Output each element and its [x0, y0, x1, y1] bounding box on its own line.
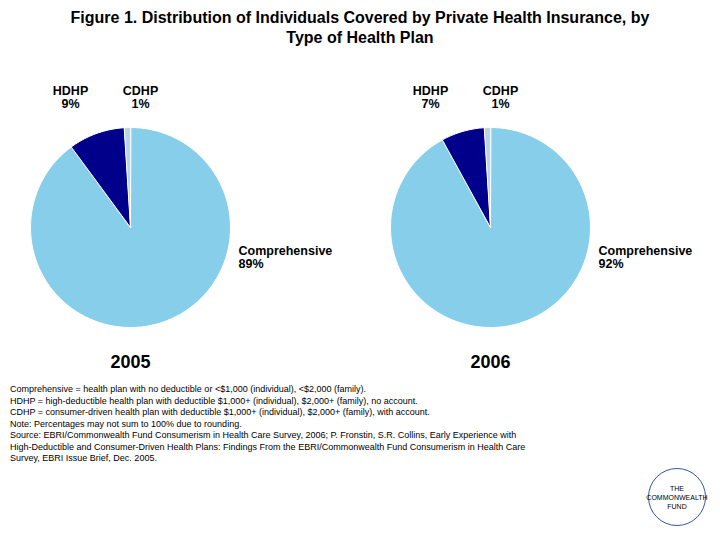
svg-text:2006: 2006 [470, 352, 510, 372]
svg-text:Comprehensive92%: Comprehensive92% [599, 244, 693, 271]
html-text:Source: EBRI/Commonwealth Fund: Source: EBRI/Commonwealth Fund Consumeri… [10, 430, 517, 440]
svg-text:CDHP1%: CDHP1% [483, 84, 518, 111]
html-text:High-Deductible and Consumer-D: High-Deductible and Consumer-Driven Heal… [10, 441, 526, 452]
html-text:Comprehensive = health plan wi: Comprehensive = health plan with no dedu… [10, 384, 366, 394]
html-text:THE COMMONWEALTH FUND: THE COMMONWEALTH FUND [646, 484, 708, 510]
svg-text:HDHP7%: HDHP7% [413, 84, 448, 111]
html-text:HDHP = high-deductible health: HDHP = high-deductible health plan with … [10, 395, 418, 406]
svg-text:HDHP9%: HDHP9% [53, 84, 88, 111]
svg-text:CDHP1%: CDHP1% [123, 84, 158, 111]
svg-text:Comprehensive89%: Comprehensive89% [239, 244, 333, 271]
html-text:Survey, EBRI Issue Brief, Dec.: Survey, EBRI Issue Brief, Dec. 2005. [10, 453, 157, 463]
html-text:Note: Percentages may not sum: Note: Percentages may not sum to 100% du… [10, 418, 242, 429]
html-text:CDHP = consumer-driven health: CDHP = consumer-driven health plan with … [10, 407, 430, 417]
html-text:Figure 1. Distribution of Indi: Figure 1. Distribution of Individuals Co… [70, 9, 650, 46]
svg-text:2005: 2005 [110, 352, 150, 372]
